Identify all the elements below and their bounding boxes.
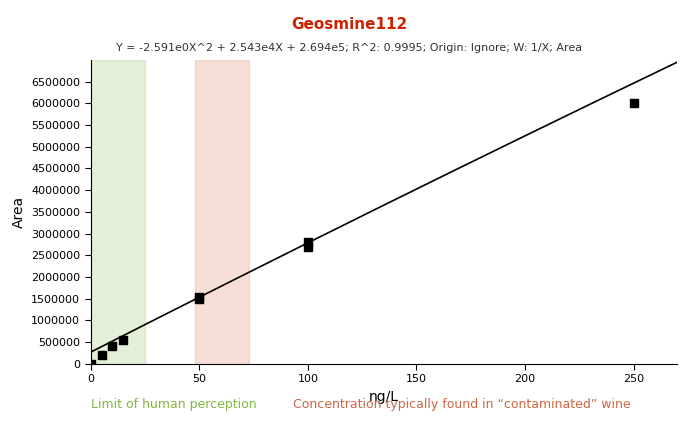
- Point: [118, 336, 129, 343]
- X-axis label: ng/L: ng/L: [369, 390, 399, 404]
- Bar: [195, 60, 249, 364]
- Point: [194, 295, 205, 302]
- Text: Concentration typically found in “contaminated” wine: Concentration typically found in “contam…: [293, 398, 631, 411]
- Point: [96, 352, 107, 359]
- Point: [107, 343, 118, 350]
- Text: Geosmine112: Geosmine112: [291, 17, 407, 32]
- Point: [194, 293, 205, 300]
- Point: [85, 360, 96, 367]
- Text: Limit of human perception: Limit of human perception: [91, 398, 256, 411]
- Bar: [91, 60, 145, 364]
- Point: [302, 243, 313, 250]
- Point: [302, 239, 313, 246]
- Y-axis label: Area: Area: [12, 196, 26, 228]
- Point: [628, 100, 639, 107]
- Text: Y = -2.591e0X^2 + 2.543e4X + 2.694e5; R^2: 0.9995; Origin: Ignore; W: 1/X; Area: Y = -2.591e0X^2 + 2.543e4X + 2.694e5; R^…: [116, 43, 582, 53]
